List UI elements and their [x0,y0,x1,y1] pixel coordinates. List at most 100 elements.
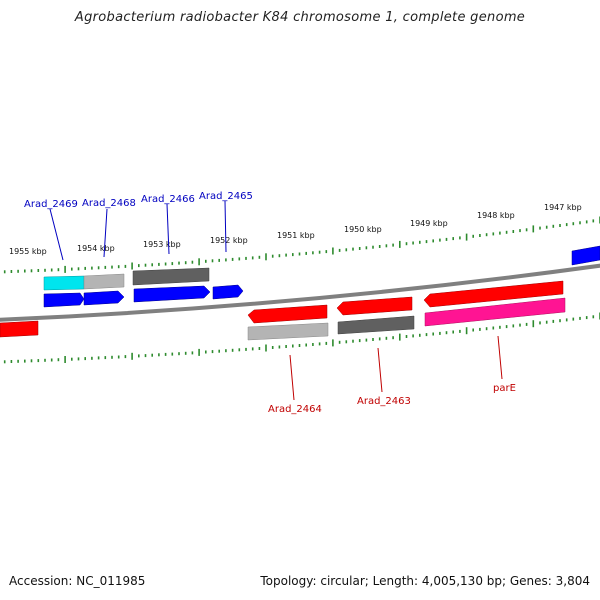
outer-major-tick [532,225,535,233]
inner-minor-tick [258,347,261,350]
outer-minor-tick [325,250,328,254]
inner-minor-tick [238,348,241,352]
map-title: Agrobacterium radiobacter K84 chromosome… [74,10,526,25]
outer-minor-tick [17,269,19,273]
inner-minor-tick [452,330,454,334]
inner-minor-tick [3,360,6,364]
outer-major-tick [198,258,200,266]
inner-minor-tick [138,354,140,358]
outer-minor-tick [552,224,555,228]
gene-red-1[interactable] [247,304,328,324]
leader-arad-2468 [103,208,108,258]
outer-minor-tick [378,245,381,248]
inner-minor-tick [472,328,474,332]
outer-minor-tick [545,225,548,229]
label-arad-2465[interactable]: Arad_2465 [199,191,253,202]
outer-minor-tick [432,239,434,243]
inner-minor-tick [459,329,461,333]
inner-minor-tick [318,342,321,346]
inner-major-tick [465,327,468,335]
label-pare[interactable]: parE [493,383,516,394]
gene-red-3[interactable] [423,280,564,308]
outer-minor-tick [539,226,541,230]
inner-minor-tick [419,333,421,337]
inner-minor-tick [338,340,341,344]
inner-minor-tick [592,315,595,319]
label-arad-2466[interactable]: Arad_2466 [141,194,195,205]
tick-label-1949: 1949 kbp [410,219,448,228]
label-arad-2468[interactable]: Arad_2468 [82,198,136,209]
gene-blue-right[interactable] [571,245,600,266]
inner-minor-tick [50,358,53,362]
outer-minor-tick [37,269,40,272]
inner-minor-tick [365,338,368,342]
tick-label-1950: 1950 kbp [344,225,382,234]
inner-minor-tick [218,349,220,353]
outer-minor-tick [439,238,441,242]
gene-pare[interactable] [424,297,566,327]
gene-arad-2463[interactable] [337,315,415,335]
label-arad-2463[interactable]: Arad_2463 [357,396,411,407]
outer-minor-tick [151,263,153,267]
inner-minor-tick [352,339,354,343]
tick-label-1953: 1953 kbp [143,240,181,249]
outer-minor-tick [345,248,348,252]
outer-minor-tick [184,261,187,265]
outer-minor-tick [485,233,488,237]
outer-minor-tick [492,232,495,236]
gene-red-left-edge[interactable] [0,320,39,338]
inner-minor-tick [425,333,428,337]
outer-minor-tick [278,254,281,258]
inner-minor-tick [245,347,247,351]
outer-major-tick [332,247,334,255]
genome-summary-text: Topology: circular; Length: 4,005,130 bp… [260,574,590,588]
outer-minor-tick [104,265,107,269]
inner-minor-tick [519,323,521,327]
outer-minor-tick [372,245,374,249]
inner-major-tick [131,352,133,360]
gene-arad-2466[interactable] [132,267,210,286]
gene-blue-2[interactable] [83,290,125,306]
outer-minor-tick [231,257,234,261]
inner-minor-tick [211,350,214,354]
inner-minor-tick [492,326,495,330]
inner-minor-tick [512,324,515,328]
outer-minor-tick [245,256,247,260]
inner-major-tick [332,339,334,347]
inner-minor-tick [358,339,361,343]
inner-minor-tick [298,344,301,347]
outer-minor-tick [298,252,301,256]
outer-minor-tick [459,236,461,240]
outer-minor-tick [579,221,581,225]
label-arad-2469[interactable]: Arad_2469 [24,199,78,210]
leader-arad-2466 [166,203,170,255]
outer-minor-tick [499,231,501,235]
gene-arad-2469[interactable] [43,275,85,291]
outer-minor-tick [472,234,474,238]
leader-arad-2469 [49,208,64,261]
gene-red-2[interactable] [336,296,413,316]
label-arad-2464[interactable]: Arad_2464 [268,404,322,415]
outer-minor-tick [271,254,274,258]
outer-minor-tick [178,261,180,265]
outer-minor-tick [565,223,568,227]
leader-arad-2463 [377,347,383,393]
gene-arad-2464[interactable] [247,322,329,341]
gene-arad-2465[interactable] [212,284,244,300]
inner-minor-tick [278,345,281,349]
tick-label-1954: 1954 kbp [77,244,115,253]
inner-minor-tick [572,317,575,321]
outer-minor-tick [585,220,588,224]
outer-minor-tick [191,260,194,264]
outer-minor-tick [77,267,80,271]
gene-arad-2468[interactable] [83,273,125,290]
outer-minor-tick [519,229,521,233]
inner-minor-tick [405,335,408,338]
inner-minor-tick [372,338,374,341]
gene-blue-1[interactable] [43,292,85,308]
inner-minor-tick [271,346,274,349]
inner-minor-tick [412,334,414,338]
inner-major-tick [265,344,267,352]
inner-minor-tick [91,356,93,360]
gene-blue-3[interactable] [133,285,211,303]
